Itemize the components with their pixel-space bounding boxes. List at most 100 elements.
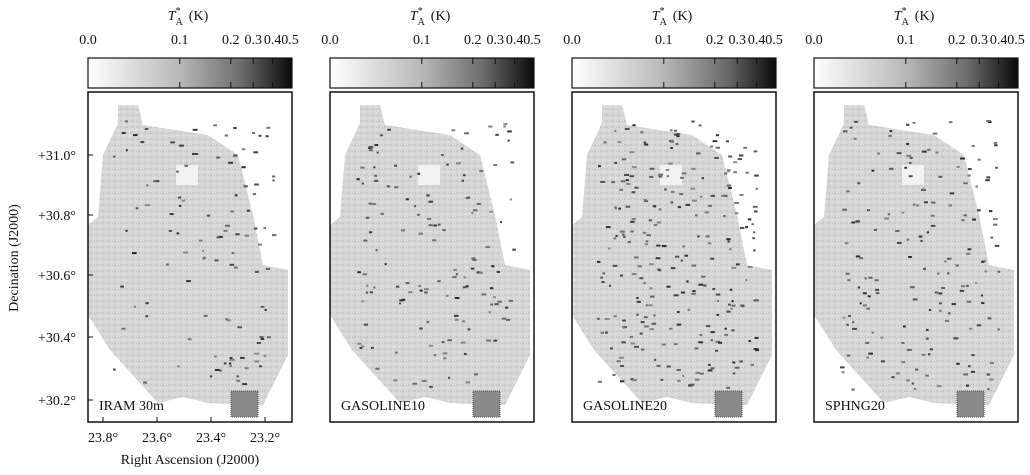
map-feature: [707, 369, 713, 372]
map-feature: [442, 352, 448, 355]
map-feature: [631, 273, 637, 276]
map-feature: [460, 341, 466, 344]
colorbar-tick-label: 0.3: [486, 33, 504, 48]
map-feature: [955, 264, 959, 267]
colorbar-tick-label: 0.1: [171, 33, 189, 48]
map-feature: [622, 319, 626, 322]
map-feature: [988, 210, 993, 213]
map-feature: [644, 243, 648, 246]
map-feature: [368, 202, 372, 205]
map-feature: [680, 259, 683, 262]
map-feature: [968, 168, 972, 171]
map: [814, 105, 1014, 405]
map-feature: [670, 201, 674, 204]
map-feature: [623, 235, 626, 238]
map-feature: [694, 347, 699, 350]
map-feature: [928, 309, 932, 312]
map-feature: [229, 263, 234, 266]
map-feature: [997, 270, 1001, 273]
map-feature: [176, 232, 180, 235]
map-feature: [908, 161, 912, 164]
map-feature: [241, 148, 246, 151]
map-feature: [428, 200, 434, 203]
map-feature: [643, 141, 647, 144]
map-feature: [361, 182, 364, 185]
map-feature: [362, 273, 368, 276]
colorbar-tick-label: 0.5: [281, 33, 299, 48]
map-feature: [421, 380, 427, 383]
map-feature: [228, 161, 233, 164]
map-feature: [963, 182, 968, 185]
map-feature: [495, 133, 499, 136]
map-feature: [265, 267, 271, 270]
map-coverage: [814, 105, 1014, 405]
map-feature: [241, 166, 246, 169]
map-feature: [842, 130, 848, 133]
x-tick-label: 23.8°: [88, 431, 118, 446]
map-feature: [851, 221, 856, 224]
map-feature: [712, 140, 718, 143]
map-feature: [145, 315, 149, 318]
map-feature: [629, 175, 635, 178]
colorbar-tick-label: 0.5: [765, 33, 783, 48]
map-feature: [620, 274, 623, 277]
map-feature: [732, 372, 736, 375]
map-feature: [428, 344, 433, 347]
map-feature: [453, 268, 457, 271]
panel-frame: [571, 91, 777, 423]
map-feature: [873, 228, 877, 231]
map-feature: [723, 215, 726, 218]
map-feature: [653, 224, 658, 227]
map-feature: [724, 327, 727, 330]
map-feature: [941, 287, 946, 290]
map-feature: [674, 133, 679, 136]
map-feature: [506, 318, 511, 321]
map-feature: [948, 121, 953, 124]
y-tick-label: +30.8°: [38, 209, 76, 224]
map-feature: [614, 129, 617, 132]
map-feature: [496, 270, 500, 273]
map-feature: [880, 360, 885, 363]
map-feature: [462, 320, 466, 323]
y-tick-label: +30.4°: [38, 331, 76, 346]
map-feature: [454, 296, 460, 299]
map-feature: [854, 120, 858, 123]
map-feature: [615, 234, 618, 237]
map-feature: [961, 285, 966, 288]
map-feature: [394, 351, 398, 354]
map-feature: [670, 267, 676, 270]
map-feature: [664, 188, 667, 191]
map-feature: [889, 167, 894, 170]
map-feature: [951, 303, 957, 306]
map-feature: [977, 158, 981, 161]
map-feature: [237, 326, 242, 329]
map-feature: [949, 192, 955, 195]
map-feature: [961, 219, 965, 222]
map-feature: [433, 224, 437, 227]
colorbar-tick-label: 0.0: [805, 33, 823, 48]
map-feature: [901, 361, 906, 364]
map-feature: [470, 267, 475, 270]
map-feature: [724, 172, 728, 175]
map-feature: [214, 368, 220, 371]
map-feature: [201, 249, 205, 252]
map-feature: [980, 294, 984, 297]
map-feature: [707, 204, 713, 207]
map-feature: [624, 173, 629, 176]
map-feature: [661, 245, 667, 248]
map-feature: [478, 271, 483, 274]
map-feature: [947, 312, 951, 315]
map-feature: [947, 272, 950, 275]
map-feature: [921, 188, 925, 191]
panel-frame: [329, 91, 535, 423]
map-feature: [609, 284, 612, 287]
colorbar-tick-label: 0.2: [464, 33, 482, 48]
map-feature: [956, 362, 960, 365]
map-feature: [629, 151, 635, 154]
map-feature: [461, 179, 465, 182]
map-feature: [194, 152, 199, 155]
map-feature: [986, 373, 991, 376]
map-feature: [426, 194, 430, 197]
map-feature: [989, 378, 994, 381]
map-feature: [867, 295, 871, 298]
